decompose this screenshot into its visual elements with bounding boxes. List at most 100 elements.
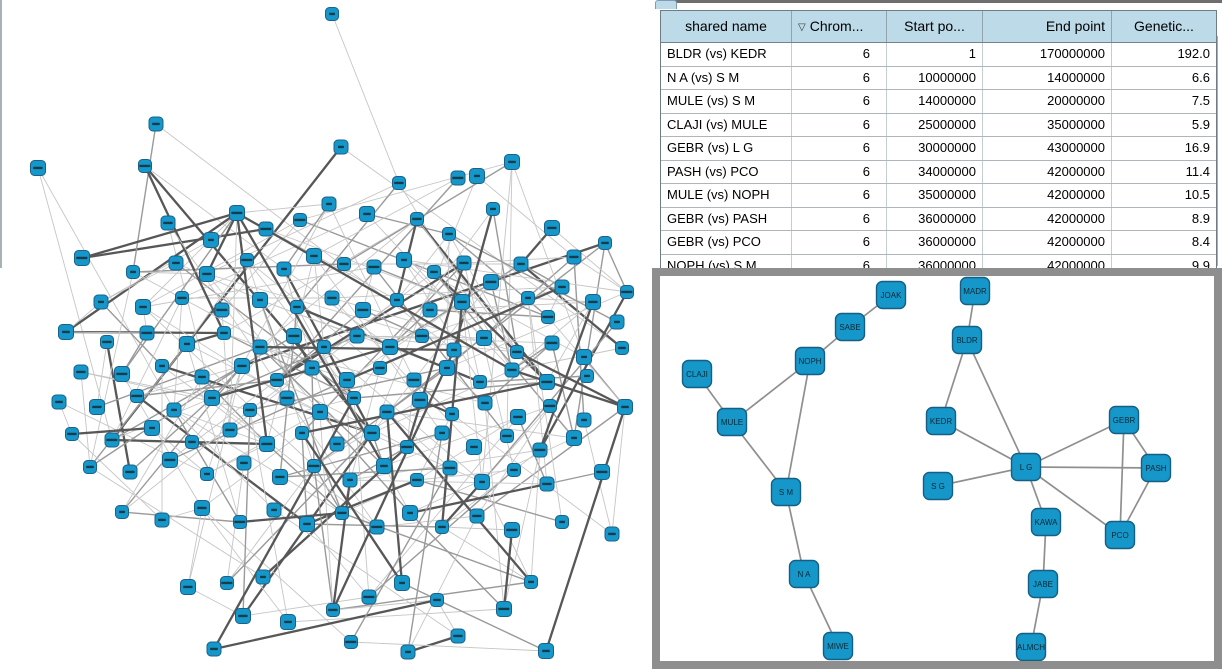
network-node[interactable] [373, 361, 387, 375]
network-node[interactable] [585, 294, 601, 310]
network-node[interactable] [312, 404, 328, 420]
network-node[interactable] [620, 285, 634, 299]
panel-splitter[interactable] [0, 0, 2, 268]
network-node[interactable] [504, 154, 520, 170]
network-node[interactable] [504, 362, 520, 378]
network-node[interactable] [544, 335, 560, 351]
network-node[interactable] [430, 593, 444, 607]
network-node[interactable] [304, 360, 320, 376]
network-node[interactable] [456, 255, 472, 271]
network-edge[interactable] [785, 360, 811, 493]
network-node[interactable] [324, 290, 340, 306]
network-node[interactable] [544, 220, 560, 236]
network-edge[interactable] [966, 339, 1027, 468]
network-node[interactable] [344, 635, 358, 649]
network-node[interactable] [175, 291, 189, 305]
network-node[interactable] [376, 458, 392, 474]
network-node[interactable] [555, 515, 569, 529]
network-node[interactable] [486, 202, 500, 216]
network-node[interactable] [179, 336, 195, 352]
network-node[interactable] [154, 512, 170, 528]
network-node[interactable] [410, 473, 424, 487]
network-node[interactable] [355, 302, 371, 318]
network-node[interactable] [214, 302, 230, 318]
network-node[interactable] [258, 221, 274, 237]
network-node[interactable] [532, 442, 548, 458]
network-node[interactable] [203, 232, 219, 248]
network-node[interactable] [148, 116, 164, 132]
network-node[interactable] [410, 212, 424, 226]
network-node[interactable] [394, 575, 410, 591]
network-node[interactable] [347, 391, 361, 405]
network-edge[interactable] [1119, 419, 1125, 536]
network-node[interactable] [445, 407, 459, 421]
network-node[interactable] [160, 215, 176, 231]
network-node[interactable] [450, 628, 466, 644]
network-edge[interactable] [1025, 419, 1125, 468]
network-node[interactable] [434, 425, 450, 441]
column-header-2[interactable]: Start po... [887, 11, 983, 42]
network-node[interactable] [100, 335, 114, 349]
network-node[interactable] [538, 643, 554, 659]
network-node[interactable] [369, 519, 385, 535]
network-node[interactable] [115, 505, 129, 519]
network-node[interactable] [252, 339, 268, 355]
network-node[interactable] [293, 213, 307, 227]
network-node-almch[interactable]: ALMCH [1015, 632, 1047, 661]
network-node[interactable] [234, 358, 250, 374]
network-node-sabe[interactable]: SABE [834, 312, 866, 342]
table-row[interactable]: MULE (vs) S M 6 14000000 20000000 7.5 [661, 90, 1216, 114]
network-node[interactable] [477, 395, 493, 411]
network-node[interactable] [104, 432, 120, 448]
network-node-s-m[interactable]: S M [770, 477, 802, 507]
network-node[interactable] [609, 314, 625, 330]
network-node[interactable] [74, 250, 90, 266]
table-row[interactable]: CLAJI (vs) MULE 6 25000000 35000000 5.9 [661, 113, 1216, 137]
network-node[interactable] [446, 342, 462, 358]
network-node[interactable] [114, 366, 130, 382]
network-node-kedr[interactable]: KEDR [925, 406, 957, 436]
network-node[interactable] [280, 614, 296, 630]
network-node[interactable] [400, 440, 414, 454]
table-row[interactable]: MULE (vs) NOPH 6 35000000 42000000 10.5 [661, 184, 1216, 208]
network-node[interactable] [255, 569, 271, 585]
network-node-bldr[interactable]: BLDR [951, 325, 983, 355]
network-node-madr[interactable]: MADR [959, 276, 991, 306]
network-node[interactable] [335, 506, 349, 520]
network-node[interactable] [454, 294, 470, 310]
network-node[interactable] [524, 575, 538, 589]
network-node-kawa[interactable]: KAWA [1030, 507, 1062, 537]
network-node[interactable] [366, 259, 382, 275]
network-node[interactable] [243, 403, 257, 417]
network-node[interactable] [276, 261, 292, 277]
network-node[interactable] [566, 249, 582, 265]
network-node[interactable] [476, 330, 492, 346]
network-node[interactable] [510, 345, 524, 359]
network-node[interactable] [400, 644, 416, 660]
network-node[interactable] [442, 460, 458, 476]
network-node[interactable] [299, 516, 315, 532]
network-node[interactable] [415, 329, 429, 343]
network-node[interactable] [306, 248, 322, 264]
network-node[interactable] [168, 255, 184, 271]
network-node[interactable] [65, 427, 79, 441]
network-node[interactable] [361, 589, 377, 605]
network-node[interactable] [576, 412, 592, 428]
table-corner-tab[interactable] [655, 0, 677, 9]
network-node[interactable] [199, 266, 215, 282]
network-node[interactable] [337, 257, 351, 271]
network-node[interactable] [126, 265, 140, 279]
network-node[interactable] [349, 328, 365, 344]
network-node[interactable] [402, 505, 418, 521]
column-header-4[interactable]: Genetic... [1112, 11, 1216, 42]
network-node[interactable] [317, 340, 331, 354]
network-node[interactable] [450, 170, 466, 186]
network-node[interactable] [329, 436, 345, 452]
network-node[interactable] [325, 7, 339, 21]
network-node[interactable] [130, 389, 144, 403]
network-node[interactable] [259, 436, 275, 452]
network-node[interactable] [307, 459, 321, 473]
table-row[interactable]: GEBR (vs) PCO 6 36000000 42000000 8.4 [661, 231, 1216, 255]
network-node[interactable] [598, 236, 612, 250]
network-node[interactable] [194, 369, 210, 385]
